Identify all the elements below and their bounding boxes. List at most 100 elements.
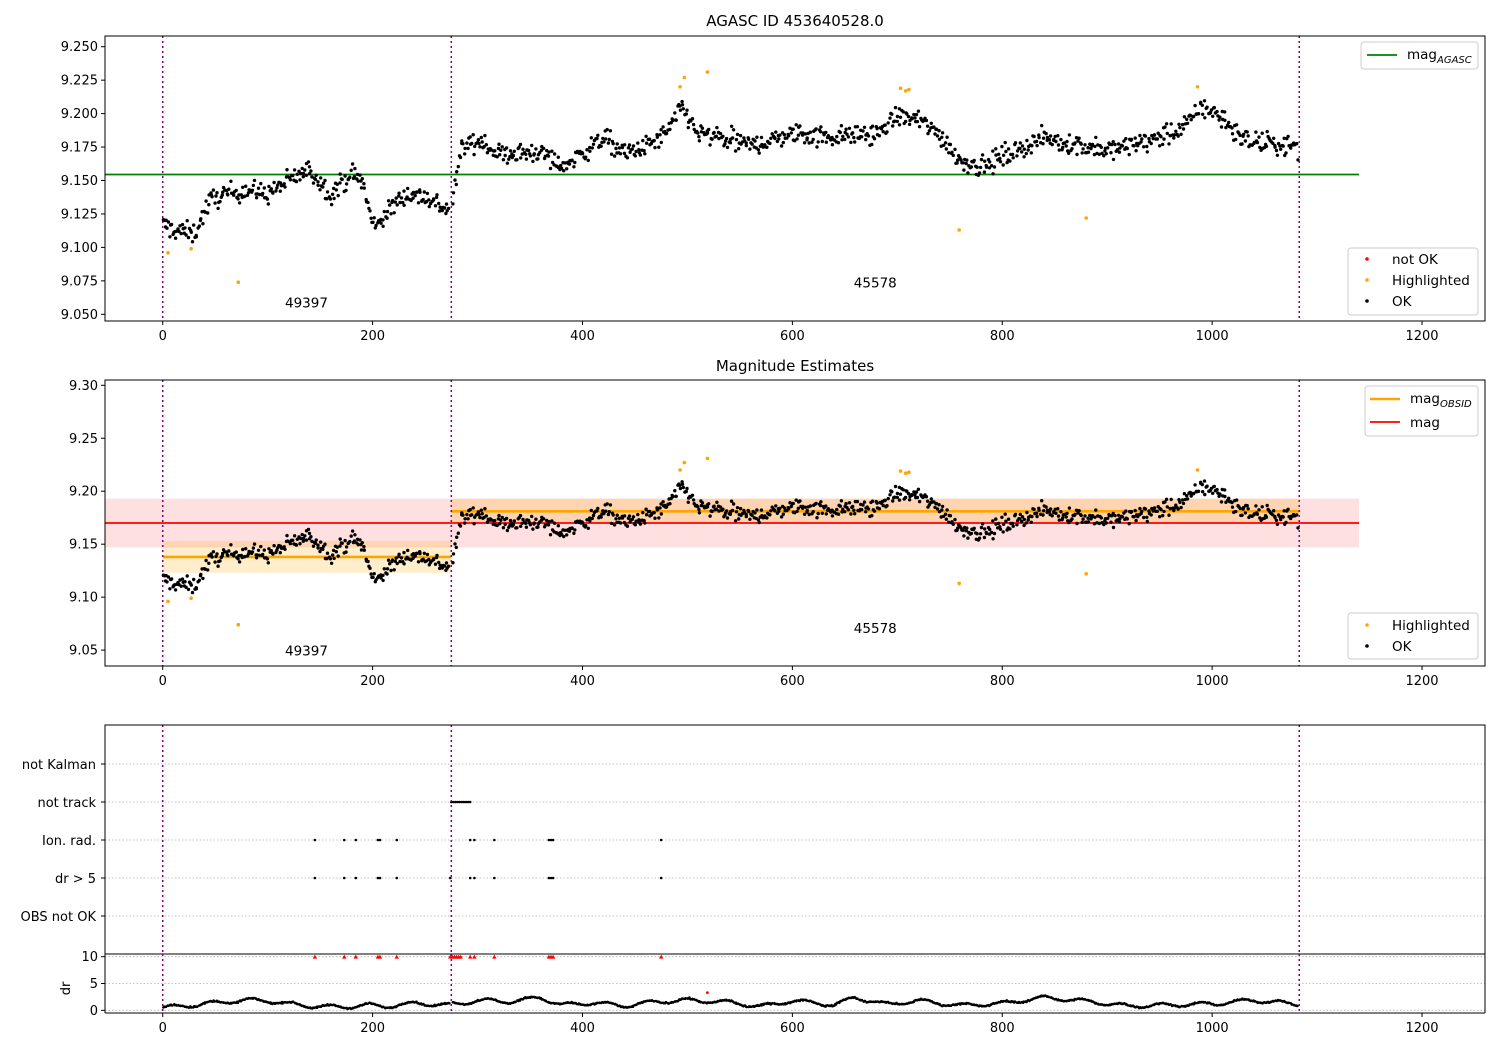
ok-point — [184, 585, 188, 589]
flag-point — [342, 838, 346, 842]
ok-point — [1025, 510, 1029, 515]
ok-point — [627, 514, 632, 518]
ok-point — [765, 516, 769, 520]
ok-point — [807, 141, 811, 145]
ok-point — [755, 135, 759, 139]
ok-point — [394, 196, 398, 200]
ok-point — [321, 547, 325, 551]
ok-point — [950, 150, 954, 154]
ok-point — [1273, 516, 1277, 520]
ok-point — [1223, 118, 1227, 123]
ok-point — [718, 505, 723, 509]
x-tick-label: 600 — [780, 329, 805, 344]
flag-row-label: Ion. rad. — [42, 834, 96, 849]
ok-point — [1241, 505, 1246, 510]
ok-point — [1278, 144, 1282, 148]
ok-point — [924, 118, 929, 123]
ok-point — [615, 513, 619, 517]
ok-point — [508, 149, 513, 153]
ok-point — [589, 136, 593, 140]
ok-point — [499, 518, 503, 522]
ok-point — [190, 590, 195, 595]
ok-point — [737, 147, 741, 151]
ok-point — [723, 142, 727, 146]
dr-point — [1296, 1004, 1299, 1008]
ok-point — [386, 199, 391, 203]
ok-point — [254, 196, 259, 200]
y-tick-label: 9.150 — [61, 174, 98, 189]
ok-point — [737, 517, 741, 521]
ok-point — [1145, 519, 1150, 524]
ok-point — [633, 523, 637, 527]
ok-point — [358, 538, 362, 542]
ok-point — [731, 502, 736, 506]
flag-point — [468, 838, 472, 842]
ok-point — [793, 139, 797, 143]
ok-point — [1018, 141, 1022, 145]
ok-point — [835, 507, 839, 512]
ok-point — [820, 511, 824, 515]
ok-point — [680, 482, 685, 486]
ok-point — [1040, 499, 1044, 503]
ok-point — [352, 539, 357, 543]
flag-point — [493, 876, 496, 880]
ok-point — [935, 134, 940, 138]
ok-point — [1104, 521, 1108, 525]
ok-point — [353, 166, 357, 171]
ok-point — [1212, 105, 1217, 110]
ok-point — [840, 138, 844, 142]
ok-point — [1081, 147, 1085, 151]
ok-point — [379, 576, 383, 580]
ok-point — [401, 200, 405, 205]
ok-point — [1176, 134, 1180, 138]
ok-point — [897, 107, 902, 111]
ok-points — [161, 99, 1300, 244]
highlighted-point — [682, 460, 687, 465]
ok-point — [484, 514, 488, 518]
ok-point — [612, 154, 617, 158]
ok-point — [1127, 152, 1131, 157]
x-tick-label: 800 — [990, 674, 1015, 689]
dr-point — [1002, 999, 1005, 1003]
ok-point — [234, 188, 238, 193]
ok-point — [1180, 122, 1185, 127]
ok-point — [1272, 509, 1276, 513]
dr-axis-label: dr — [59, 981, 74, 995]
ok-point — [1254, 130, 1258, 134]
highlighted-point — [166, 251, 170, 255]
ok-point — [267, 184, 271, 189]
ok-point — [1026, 148, 1030, 152]
ok-point — [947, 151, 951, 155]
ok-point — [824, 512, 828, 516]
ok-point — [319, 540, 323, 544]
ok-point — [468, 507, 472, 512]
ok-point — [611, 513, 615, 517]
ok-point — [1265, 503, 1269, 508]
ok-point — [916, 109, 921, 113]
ok-point — [451, 552, 456, 556]
ok-point — [1022, 147, 1026, 151]
ok-point — [402, 550, 406, 555]
x-tick-label: 600 — [780, 1021, 805, 1036]
ok-point — [1125, 146, 1130, 151]
ok-point — [964, 161, 968, 166]
ok-point — [453, 542, 457, 546]
ok-point — [440, 208, 444, 213]
ok-point — [1215, 487, 1219, 492]
ok-point — [906, 491, 911, 496]
ok-point — [458, 155, 463, 160]
ok-point — [1279, 147, 1283, 151]
ok-point — [965, 526, 969, 530]
ok-point — [309, 169, 313, 173]
ok-point — [681, 485, 685, 490]
ok-point — [397, 191, 401, 195]
ok-point — [729, 124, 734, 128]
ok-point — [164, 218, 168, 222]
ok-point — [926, 131, 930, 136]
ok-point — [1113, 142, 1117, 147]
ok-point — [1158, 144, 1162, 148]
ok-point — [1243, 511, 1248, 515]
ok-point — [729, 499, 734, 503]
ok-point — [421, 197, 425, 202]
ok-point — [1230, 500, 1234, 505]
